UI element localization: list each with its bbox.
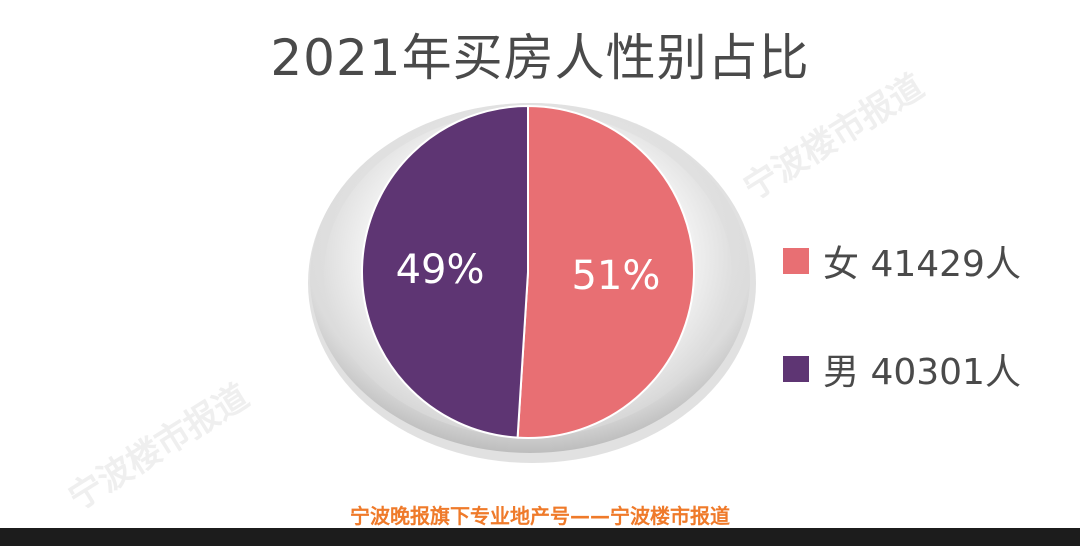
footer-text: 宁波晚报旗下专业地产号——宁波楼市报道 [350,504,730,528]
legend-swatch [783,356,809,382]
pie-label-male: 49% [396,247,485,293]
bottom-bar [0,528,1080,546]
chart-title: 2021年买房人性别占比 [270,29,810,87]
pie-slice-male [361,104,529,439]
legend-label: 男 40301人 [823,352,1021,393]
legend-label: 女 41429人 [823,244,1021,285]
pie-label-female: 51% [571,253,660,299]
legend-item-female: 女 41429人 [783,235,1021,287]
legend-item-male: 男 40301人 [783,343,1021,395]
legend-swatch [783,248,809,274]
pie-slice-female [516,104,695,439]
